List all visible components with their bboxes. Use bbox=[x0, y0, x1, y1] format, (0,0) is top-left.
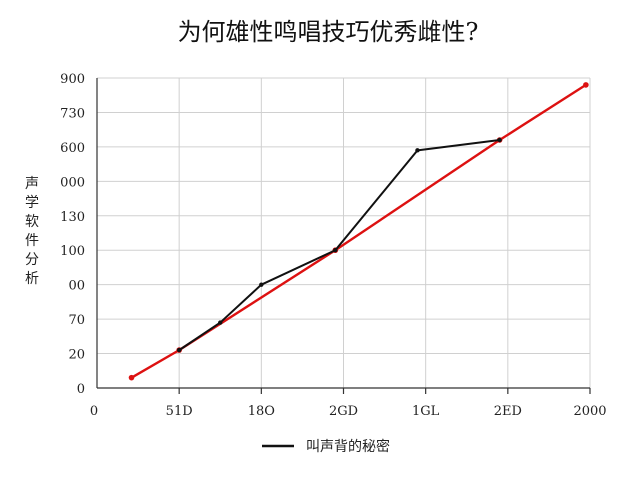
x-tick-label: 18O bbox=[248, 404, 275, 419]
grid bbox=[97, 77, 591, 388]
y-axis-label-char: 学 bbox=[25, 195, 39, 211]
y-tick-label: 600 bbox=[60, 141, 85, 156]
series-line-0 bbox=[178, 139, 500, 351]
y-tick-label: 130 bbox=[60, 210, 85, 225]
x-tick-label: 2GD bbox=[329, 404, 358, 419]
y-tick-label: 70 bbox=[68, 313, 85, 328]
data-point-0 bbox=[218, 320, 223, 325]
x-tick-label: 0 bbox=[90, 404, 98, 419]
y-axis-label-char: 分 bbox=[25, 252, 39, 268]
x-tick-labels: 0 51D 18O 2GD 1GL 2ED 2000 bbox=[90, 404, 607, 419]
series bbox=[128, 82, 589, 381]
y-axis-label-char: 件 bbox=[25, 233, 39, 249]
y-tick-label: 000 bbox=[60, 175, 85, 190]
data-point-0 bbox=[333, 248, 338, 253]
data-point-0 bbox=[415, 148, 420, 153]
x-tick-label: 2ED bbox=[494, 404, 522, 419]
x-tick-label: 2000 bbox=[573, 404, 606, 419]
y-tick-labels: 0 20 70 00 100 130 000 600 730 900 bbox=[60, 72, 85, 397]
y-tick-label: 730 bbox=[60, 106, 85, 121]
axes bbox=[96, 78, 591, 394]
data-point-0 bbox=[176, 347, 182, 353]
y-tick-label: 00 bbox=[68, 279, 85, 294]
x-tick-label: 1GL bbox=[412, 404, 440, 419]
chart-title: 为何雄性鸣唱技巧优秀雌性? bbox=[178, 18, 479, 46]
y-tick-label: 20 bbox=[68, 348, 85, 363]
y-axis-label-char: 析 bbox=[25, 271, 39, 287]
y-axis-label-char: 声 bbox=[25, 176, 39, 192]
data-point-0 bbox=[497, 137, 502, 143]
series-line-1 bbox=[130, 83, 587, 379]
data-point-0 bbox=[259, 282, 264, 287]
data-point-1 bbox=[128, 374, 135, 381]
legend: 叫声背的秘密 bbox=[262, 438, 390, 455]
x-tick-label: 51D bbox=[166, 404, 193, 419]
data-point-1 bbox=[583, 82, 589, 88]
legend-label: 叫声背的秘密 bbox=[306, 438, 390, 455]
y-axis-label-char: 软 bbox=[25, 214, 39, 230]
y-tick-label: 900 bbox=[60, 72, 85, 87]
y-tick-label: 100 bbox=[60, 244, 85, 259]
y-tick-label: 0 bbox=[77, 382, 85, 397]
